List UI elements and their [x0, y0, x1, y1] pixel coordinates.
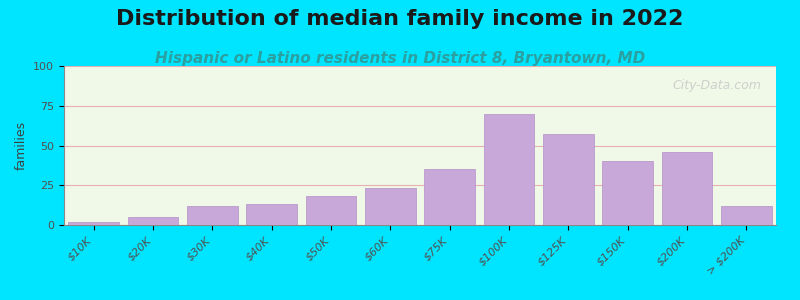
Bar	[187, 206, 238, 225]
Text: Distribution of median family income in 2022: Distribution of median family income in …	[116, 9, 684, 29]
Bar	[246, 204, 297, 225]
Bar	[425, 169, 475, 225]
Bar	[662, 152, 712, 225]
Bar	[306, 196, 356, 225]
Bar	[721, 206, 771, 225]
Bar	[69, 222, 119, 225]
Bar	[128, 217, 178, 225]
Text: Hispanic or Latino residents in District 8, Bryantown, MD: Hispanic or Latino residents in District…	[155, 51, 645, 66]
Text: City-Data.com: City-Data.com	[673, 79, 762, 92]
Bar	[602, 161, 653, 225]
Y-axis label: families: families	[14, 121, 28, 170]
Bar	[365, 188, 415, 225]
Bar	[484, 114, 534, 225]
Bar	[543, 134, 594, 225]
